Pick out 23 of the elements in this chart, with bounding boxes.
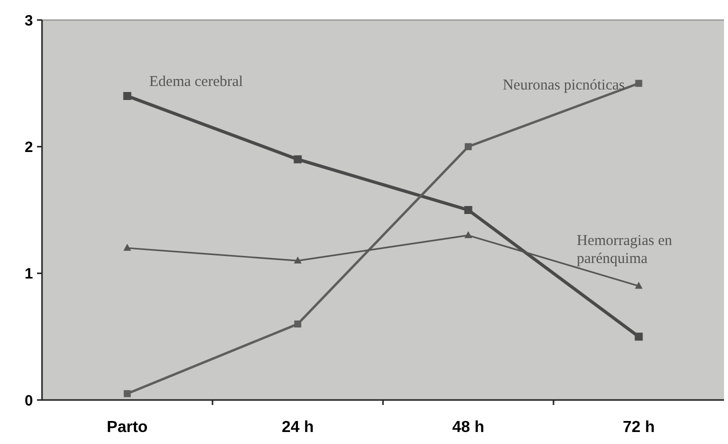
point xyxy=(124,390,131,398)
point xyxy=(464,231,472,238)
x-tick-label: 48 h xyxy=(452,419,484,436)
point xyxy=(294,256,302,264)
series-label: Hemorragias en parénquima xyxy=(576,233,673,267)
series-label: Neuronas picnóticas xyxy=(502,77,625,94)
point xyxy=(294,155,302,164)
x-tick-label: Parto xyxy=(106,419,148,436)
y-tick-label: 1 xyxy=(24,266,33,283)
x-tick-label: 24 h xyxy=(282,419,314,436)
y-tick-label: 2 xyxy=(24,138,33,156)
point xyxy=(123,92,132,100)
point xyxy=(634,282,643,289)
point xyxy=(635,80,642,87)
x-tick-label: 72 h xyxy=(622,419,655,436)
y-tick-label: 3 xyxy=(24,12,33,30)
point xyxy=(123,244,132,251)
y-tick-label: 0 xyxy=(24,392,33,410)
point xyxy=(294,320,302,328)
series-label: Edema cerebral xyxy=(149,74,243,90)
point xyxy=(464,143,472,150)
point xyxy=(634,332,643,341)
point xyxy=(464,206,472,214)
